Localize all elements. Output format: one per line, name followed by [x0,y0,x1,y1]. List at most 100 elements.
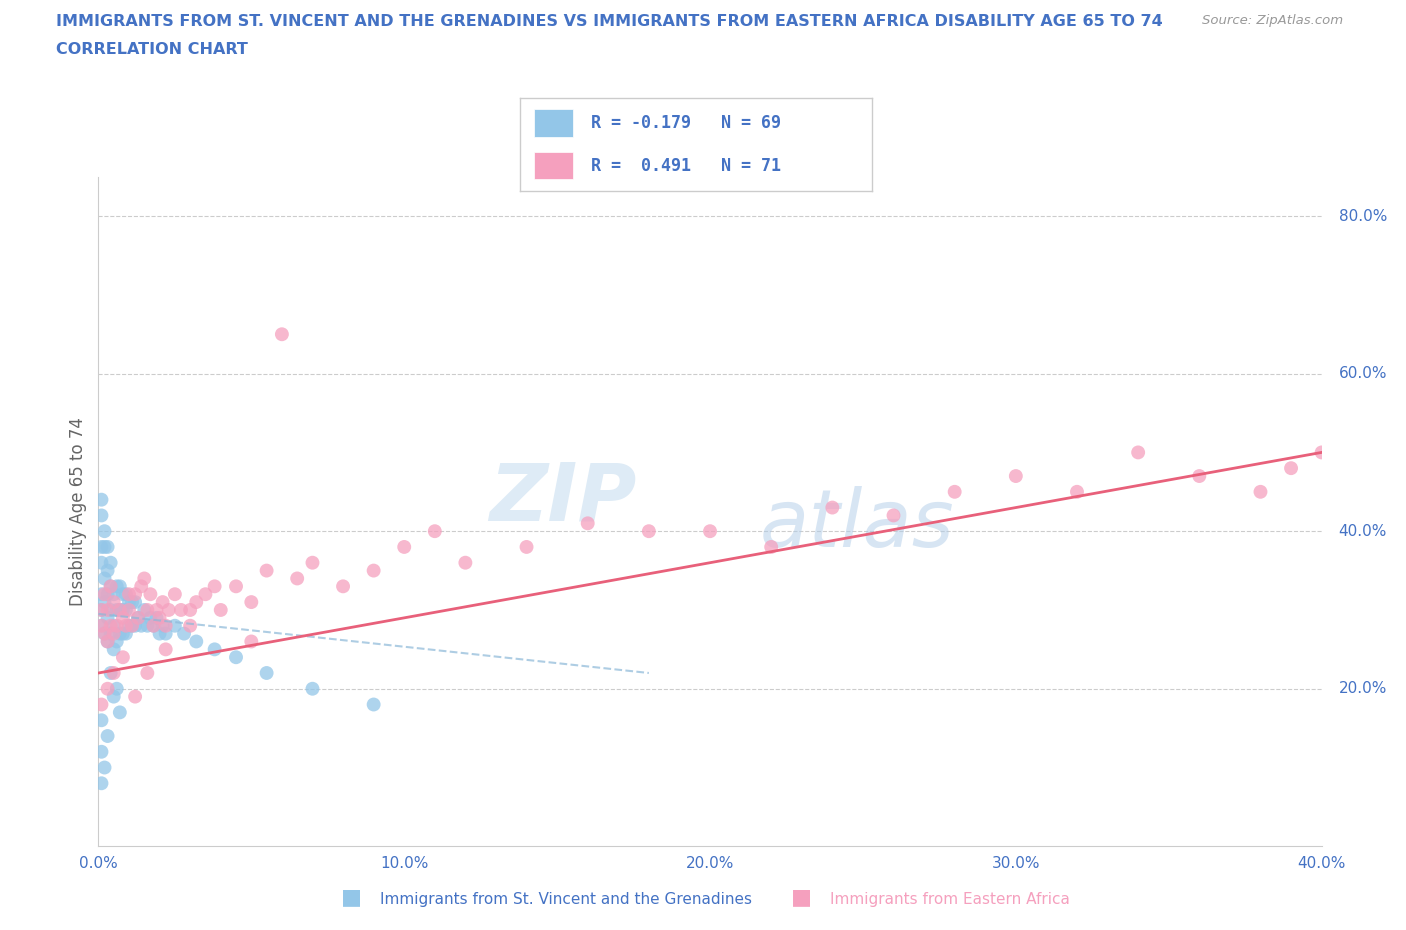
Point [90,539,112,554]
Point [90,776,112,790]
Point [363,564,385,578]
Point [136,666,159,681]
Point [186,634,208,649]
Point [93,626,115,641]
Point [209,603,232,618]
Point [105,682,128,697]
Point [301,555,323,570]
Point [108,603,131,618]
Point [516,539,538,554]
Point [90,712,112,727]
Point [225,578,247,593]
Point [454,555,477,570]
Point [179,618,201,633]
Point [118,618,141,633]
Point [129,618,152,633]
Text: ZIP: ZIP [489,459,637,538]
Point [90,618,112,633]
Point [97,634,120,649]
Point [149,626,172,641]
Point [121,618,143,633]
Point [97,539,120,554]
Point [152,594,174,609]
Point [285,571,308,586]
Text: ■: ■ [792,886,811,907]
Point [637,524,661,538]
Point [142,618,165,633]
FancyBboxPatch shape [534,109,574,137]
Point [179,603,201,618]
Text: 60.0%: 60.0% [1339,366,1386,381]
Point [111,587,134,602]
Point [97,603,120,618]
Point [90,744,112,759]
Point [136,603,159,618]
Text: Immigrants from St. Vincent and the Grenadines: Immigrants from St. Vincent and the Gren… [380,892,752,907]
Point [111,610,134,625]
Text: ■: ■ [342,886,361,907]
Point [93,760,115,775]
Point [270,326,292,341]
Text: 80.0%: 80.0% [1339,208,1386,223]
Point [100,578,122,593]
Point [108,705,131,720]
Point [100,666,122,681]
Point [97,610,120,625]
Point [90,492,112,507]
Point [759,539,782,554]
Point [103,689,125,704]
Point [204,578,226,593]
Point [149,610,172,625]
Text: R =  0.491   N = 71: R = 0.491 N = 71 [591,156,780,175]
Point [90,618,112,633]
Point [142,618,165,633]
Point [1188,469,1211,484]
Point [152,618,174,633]
Point [136,618,159,633]
Point [111,650,134,665]
Point [90,508,112,523]
Point [100,603,122,618]
Point [155,618,177,633]
Point [1128,445,1150,459]
Point [423,524,446,538]
Point [301,682,323,697]
Point [134,603,156,618]
Point [145,610,167,625]
Point [105,603,128,618]
Point [90,603,112,618]
Text: Immigrants from Eastern Africa: Immigrants from Eastern Africa [830,892,1070,907]
Point [129,578,152,593]
Point [883,508,905,523]
Point [332,578,354,593]
Point [155,642,177,657]
Point [173,626,195,641]
Point [821,500,844,515]
Point [103,618,125,633]
Point [240,634,263,649]
Point [139,587,162,602]
Point [118,603,141,618]
Point [103,587,125,602]
Point [97,634,120,649]
Point [1279,460,1302,475]
Point [90,555,112,570]
Point [121,618,143,633]
Point [139,610,162,625]
Point [108,603,131,618]
Text: Source: ZipAtlas.com: Source: ZipAtlas.com [1202,14,1343,27]
Point [240,594,263,609]
Point [108,578,131,593]
Point [256,666,278,681]
Point [115,626,138,641]
Point [118,587,141,602]
Point [90,603,112,618]
Point [97,587,120,602]
Point [100,555,122,570]
Point [145,603,167,618]
Point [105,634,128,649]
Point [103,666,125,681]
Text: IMMIGRANTS FROM ST. VINCENT AND THE GRENADINES VS IMMIGRANTS FROM EASTERN AFRICA: IMMIGRANTS FROM ST. VINCENT AND THE GREN… [56,14,1163,29]
Point [134,571,156,586]
Point [392,539,416,554]
